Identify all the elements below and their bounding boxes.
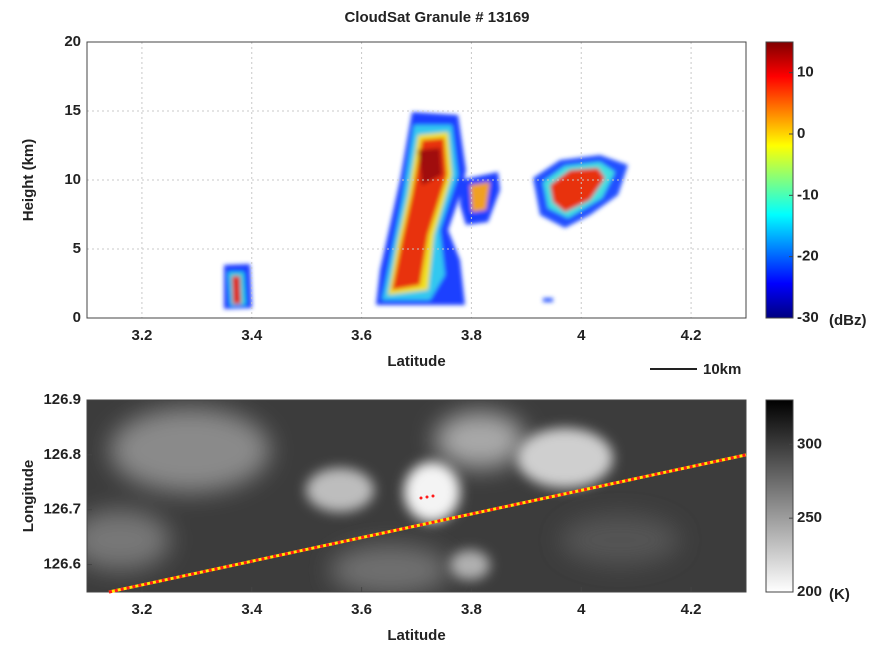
x-tick-label: 4.2: [681, 327, 702, 344]
y-tick-label: 126.6: [43, 556, 81, 573]
colorbar-tick-label: -30: [797, 309, 819, 326]
colorbar: [765, 399, 794, 593]
y-tick-label: 20: [64, 33, 81, 50]
x-axis-label: Latitude: [387, 627, 445, 644]
x-tick-label: 3.4: [241, 601, 263, 618]
x-tick-label: 3.4: [241, 327, 263, 344]
colorbar-unit: (K): [829, 586, 850, 603]
y-tick-label: 126.8: [43, 446, 81, 463]
plot-frame: [86, 399, 747, 593]
colorbar: [765, 41, 794, 319]
colorbar-tick-label: 200: [797, 583, 822, 600]
colorbar-tick-label: 300: [797, 435, 822, 452]
y-tick-label: 126.7: [43, 501, 81, 518]
x-tick-label: 3.8: [461, 327, 482, 344]
colorbar-tick-label: -20: [797, 248, 819, 265]
satellite-image: [87, 400, 746, 592]
colorbar-tick-label: -10: [797, 186, 819, 203]
y-tick-label: 126.9: [43, 391, 81, 408]
radar-echoes: [224, 112, 628, 309]
y-axis-label: Longitude: [20, 460, 37, 532]
x-tick-label: 4.2: [681, 601, 702, 618]
x-tick-label: 4: [577, 601, 586, 618]
plot-frame: [86, 41, 747, 319]
y-tick-label: 15: [64, 102, 81, 119]
x-tick-label: 3.2: [131, 601, 152, 618]
colorbar-tick-label: 10: [797, 64, 814, 81]
y-tick-label: 5: [73, 240, 81, 257]
x-tick-label: 3.6: [351, 601, 372, 618]
colorbar-unit: (dBz): [829, 312, 867, 329]
scale-bar-label: 10km: [703, 361, 741, 378]
x-tick-label: 4: [577, 327, 586, 344]
colorbar-tick-label: 250: [797, 509, 822, 526]
x-tick-label: 3.8: [461, 601, 482, 618]
x-tick-label: 3.6: [351, 327, 372, 344]
track-line: [108, 453, 747, 594]
chart-title: CloudSat Granule # 13169: [344, 9, 529, 26]
colorbar-tick-label: 0: [797, 125, 805, 142]
y-tick-label: 10: [64, 171, 81, 188]
y-tick-label: 0: [73, 309, 81, 326]
x-tick-label: 3.2: [131, 327, 152, 344]
y-axis-label: Height (km): [20, 139, 37, 222]
x-axis-label: Latitude: [387, 353, 445, 370]
